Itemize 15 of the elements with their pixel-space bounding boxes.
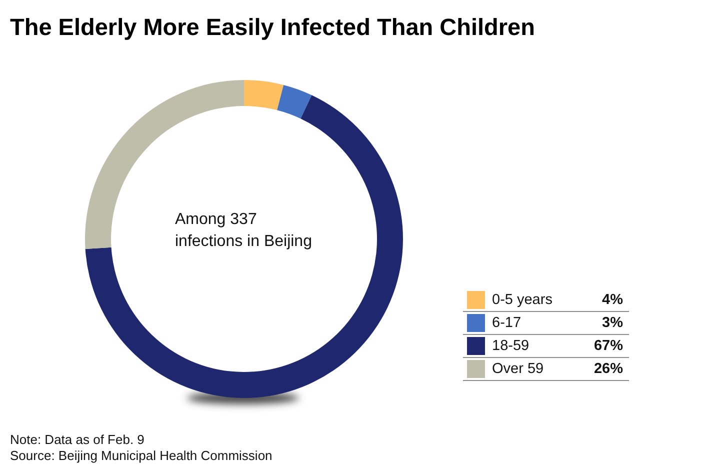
legend-label: 6-17 — [492, 315, 522, 331]
data-label: 4% — [602, 292, 623, 308]
data-label: 26% — [594, 361, 623, 377]
text: Note: Data as of Feb. 9 — [10, 432, 144, 448]
legend-label: Over 59 — [492, 361, 545, 377]
text: Among 337 infections in Beijing — [175, 210, 313, 252]
donut-slice — [244, 80, 284, 110]
donut-slice — [277, 84, 312, 119]
source-note: Source: Beijing Municipal Health Commission — [10, 448, 272, 464]
data-label: 67% — [594, 338, 623, 354]
legend-label: 0-5 years — [492, 292, 554, 308]
chart-title: The Elderly More Easily Infected Than Children — [10, 13, 535, 41]
legend-label: 18-59 — [492, 338, 530, 354]
donut-slice — [85, 95, 403, 398]
data-label: 3% — [602, 315, 623, 331]
